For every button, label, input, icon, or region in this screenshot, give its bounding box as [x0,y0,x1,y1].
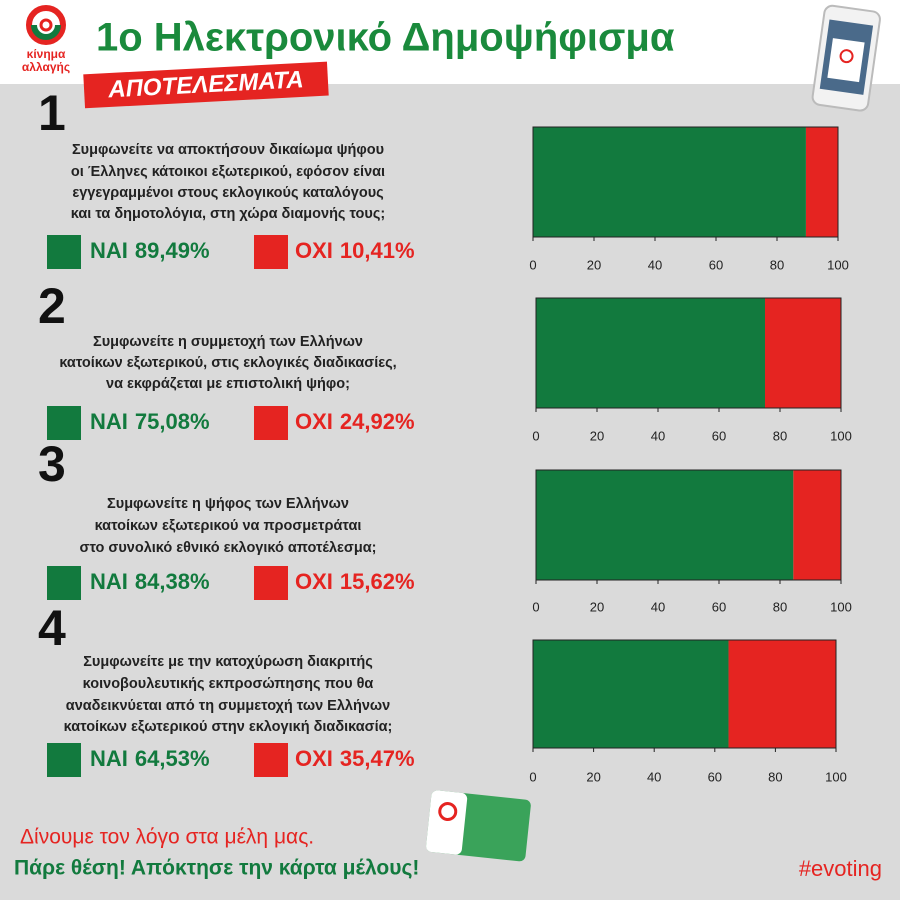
legend-swatch [47,406,81,440]
legend-swatch [47,235,81,269]
value-label: 64,53% [135,746,210,771]
value-label: 24,92% [340,409,415,434]
question-text: Συμφωνείτε η ψήφος των Ελλήνων [107,496,349,512]
value-label: 15,62% [340,569,415,594]
legend-entry: ΝΑΙ 75,08% [90,409,210,434]
x-tick-label: 100 [830,599,852,614]
question-text: εγγεγραμμένοι στους εκλογικούς καταλόγου… [72,185,383,201]
title: 1ο Ηλεκτρονικό Δημοψήφισμα [96,16,675,60]
bar-segment [805,127,838,237]
x-tick-label: 0 [529,257,536,272]
legend-entry: ΟΧΙ 15,62% [295,569,415,594]
legend-swatch [254,743,288,777]
phone-icon [811,4,881,112]
value-label: 89,49% [135,238,210,263]
bar-segment [793,470,841,580]
x-tick-label: 0 [532,428,539,443]
badge-background [83,61,329,109]
legend-swatch [254,235,288,269]
x-tick-label: 40 [651,599,665,614]
x-tick-label: 60 [712,428,726,443]
bar-segment [536,470,794,580]
legend-swatch [47,743,81,777]
value-label: 75,08% [135,409,210,434]
x-tick-label: 100 [830,428,852,443]
plot-frame [535,297,842,409]
bar-segment [533,127,806,237]
question-number: 1 [38,85,66,141]
legend-name: ΝΑΙ [90,569,128,594]
x-tick-label: 60 [708,769,722,784]
legend-name: ΝΑΙ [90,238,128,263]
x-tick-label: 0 [529,769,536,784]
question-text: Συμφωνείτε να αποκτήσουν δικαίωμα ψήφου [72,142,384,158]
legend-swatch [254,406,288,440]
legend-swatch [47,566,81,600]
x-tick-label: 80 [773,599,787,614]
logo-text: κίνημα [27,47,66,61]
legend-entry: ΝΑΙ 89,49% [90,238,210,263]
legend-name: ΝΑΙ [90,409,128,434]
bar-segment [764,298,841,408]
x-tick-label: 80 [770,257,784,272]
header-background [0,0,900,84]
question-text: να εκφράζεται με επιστολική ψήφο; [106,376,350,392]
legend-name: ΟΧΙ [295,409,333,434]
legend-swatch [254,566,288,600]
plot-frame [535,469,842,581]
x-tick-label: 80 [768,769,782,784]
legend-name: ΟΧΙ [295,569,333,594]
question-number: 2 [38,278,66,334]
x-tick-label: 20 [590,428,604,443]
question-text: οι Έλληνες κάτοικοι εξωτερικού, εφόσον ε… [71,164,385,180]
question-text: Συμφωνείτε η συμμετοχή των Ελλήνων [93,334,363,350]
question-number: 3 [38,436,66,492]
x-tick-label: 20 [587,257,601,272]
card-icon [426,790,531,862]
value-label: 35,47% [340,746,415,771]
x-tick-label: 40 [647,769,661,784]
x-tick-label: 100 [825,769,847,784]
question-text: και τα δημοτολόγια, στη χώρα διαμονής το… [71,206,385,222]
badge: ΑΠΟΤΕΛΕΣΜΑΤΑ [83,61,329,109]
footer-line: Πάρε θέση! Απόκτησε την κάρτα μέλους! [14,857,419,880]
bar-segment [728,640,836,748]
plot-frame [532,639,837,749]
question-text: κατοίκων εξωτερικού στην εκλογική διαδικ… [64,719,393,735]
x-tick-label: 40 [648,257,662,272]
legend-entry: ΟΧΙ 10,41% [295,238,415,263]
logo [26,5,66,45]
question-text: στο συνολικό εθνικό εκλογικό αποτέλεσμα; [80,540,377,556]
legend-entry: ΟΧΙ 24,92% [295,409,415,434]
legend-name: ΟΧΙ [295,746,333,771]
x-tick-label: 100 [827,257,849,272]
question-text: κατοίκων εξωτερικού να προσμετράται [95,518,362,534]
value-label: 10,41% [340,238,415,263]
footer-line: Δίνουμε τον λόγο στα μέλη μας. [20,826,314,849]
legend-name: ΝΑΙ [90,746,128,771]
x-tick-label: 20 [586,769,600,784]
question-text: αναδεικνύεται από τη συμμετοχή των Ελλήν… [66,698,390,714]
legend-name: ΟΧΙ [295,238,333,263]
bar-segment [533,640,729,748]
legend-entry: ΝΑΙ 64,53% [90,746,210,771]
logo-text: αλλαγής [22,60,70,74]
question-text: κατοίκων εξωτερικού, στις εκλογικές διαδ… [59,355,396,371]
legend-entry: ΟΧΙ 35,47% [295,746,415,771]
question-number: 4 [38,600,66,656]
legend-entry: ΝΑΙ 84,38% [90,569,210,594]
x-tick-label: 20 [590,599,604,614]
bar-segment [536,298,765,408]
x-tick-label: 60 [712,599,726,614]
plot-frame [532,126,839,238]
x-tick-label: 0 [532,599,539,614]
value-label: 84,38% [135,569,210,594]
x-tick-label: 80 [773,428,787,443]
x-tick-label: 60 [709,257,723,272]
x-tick-label: 40 [651,428,665,443]
question-text: Συμφωνείτε με την κατοχύρωση διακριτής [83,654,373,670]
hashtag: #evoting [799,856,882,881]
question-text: κοινοβουλευτικής εκπροσώπησης που θα [83,676,374,692]
